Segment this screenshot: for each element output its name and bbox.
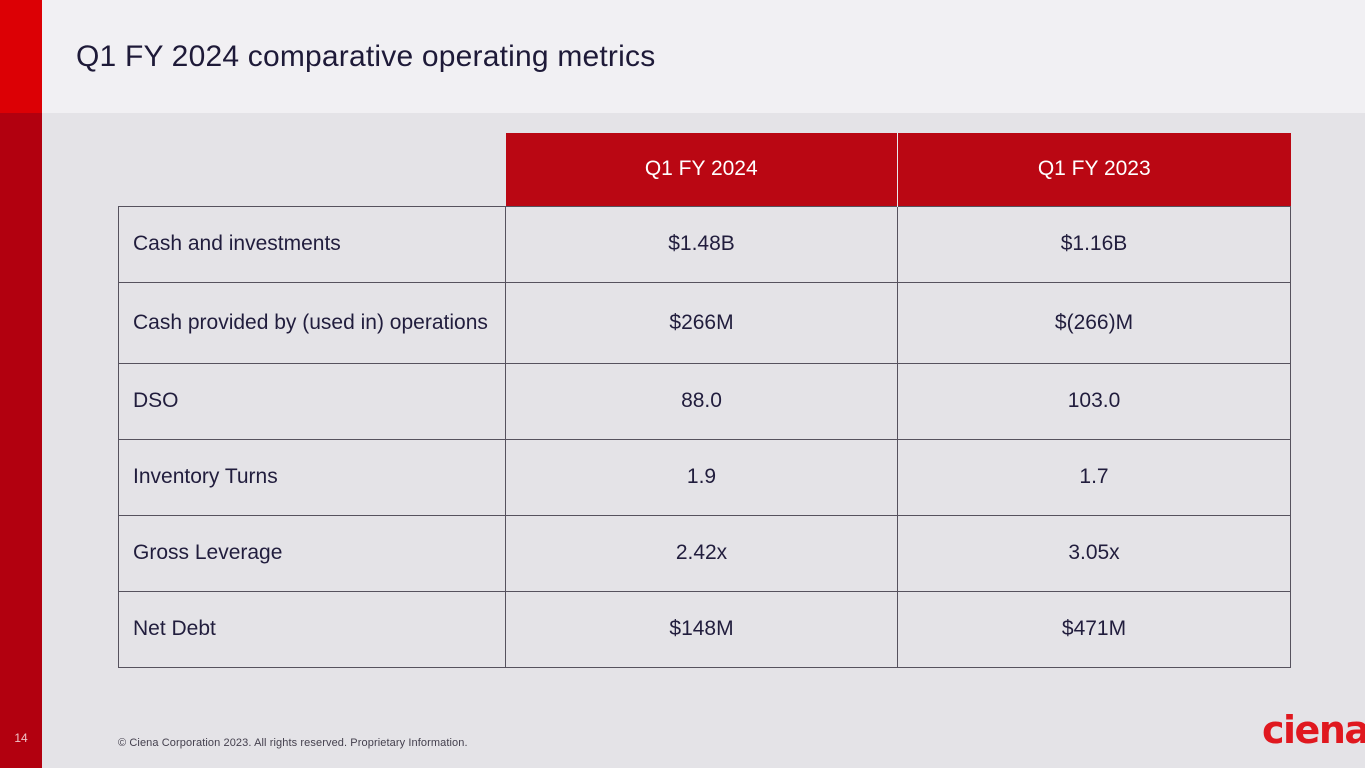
row-value-q1fy2023: 3.05x: [897, 514, 1291, 592]
row-value-q1fy2023: $(266)M: [897, 281, 1291, 364]
row-label: Inventory Turns: [118, 438, 506, 516]
metrics-table-header: Q1 FY 2024 Q1 FY 2023: [119, 133, 1291, 206]
table-row: Cash and investments $1.48B $1.16B: [118, 205, 1291, 283]
row-value-q1fy2023: $1.16B: [897, 205, 1291, 283]
column-header-q1fy2023: Q1 FY 2023: [897, 133, 1291, 206]
row-value-q1fy2024: 1.9: [505, 438, 898, 516]
table-corner-spacer: [119, 133, 506, 206]
table-row: Cash provided by (used in) operations $2…: [118, 281, 1291, 364]
row-label: Gross Leverage: [118, 514, 506, 592]
row-label: Cash and investments: [118, 205, 506, 283]
row-label: Cash provided by (used in) operations: [118, 281, 506, 364]
column-header-q1fy2024: Q1 FY 2024: [505, 133, 898, 206]
table-row: DSO 88.0 103.0: [118, 362, 1291, 440]
row-value-q1fy2023: 1.7: [897, 438, 1291, 516]
title-band: [42, 0, 1365, 113]
row-value-q1fy2024: 2.42x: [505, 514, 898, 592]
table-row: Gross Leverage 2.42x 3.05x: [118, 514, 1291, 592]
row-label: DSO: [118, 362, 506, 440]
metrics-table: Q1 FY 2024 Q1 FY 2023 Cash and investmen…: [118, 133, 1291, 668]
row-label: Net Debt: [118, 590, 506, 668]
ciena-logo: ciena.: [1262, 711, 1365, 749]
page-title: Q1 FY 2024 comparative operating metrics: [76, 39, 656, 73]
row-value-q1fy2024: $1.48B: [505, 205, 898, 283]
table-row: Inventory Turns 1.9 1.7: [118, 438, 1291, 516]
left-accent-bar: [0, 0, 42, 768]
row-value-q1fy2023: $471M: [897, 590, 1291, 668]
row-value-q1fy2024: $266M: [505, 281, 898, 364]
slide-page-number: 14: [14, 731, 28, 745]
row-value-q1fy2024: 88.0: [505, 362, 898, 440]
copyright-text: © Ciena Corporation 2023. All rights res…: [118, 737, 468, 749]
row-value-q1fy2023: 103.0: [897, 362, 1291, 440]
ciena-logo-text: ciena: [1262, 708, 1365, 752]
row-value-q1fy2024: $148M: [505, 590, 898, 668]
left-accent-bar-top: [0, 0, 42, 113]
table-row: Net Debt $148M $471M: [118, 590, 1291, 668]
